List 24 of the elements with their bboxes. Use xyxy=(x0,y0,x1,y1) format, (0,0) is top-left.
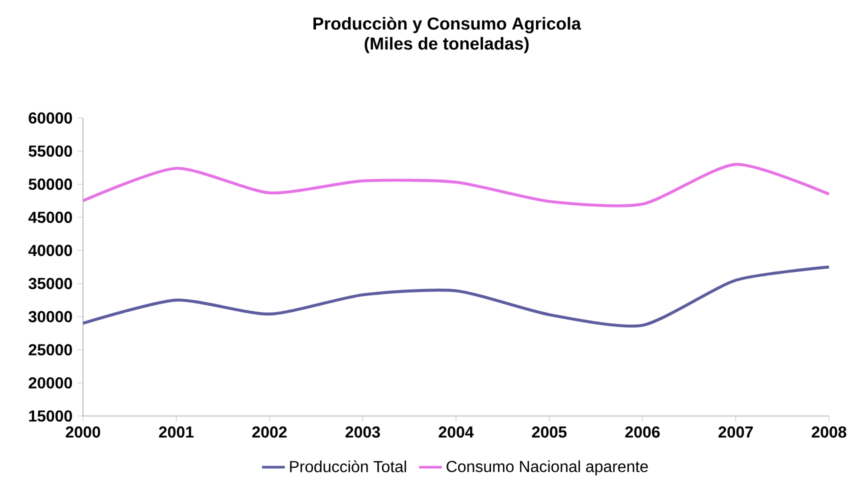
y-tick-label: 15000 xyxy=(29,410,72,422)
y-tick-label: 60000 xyxy=(28,112,72,124)
x-tick-label: 2006 xyxy=(625,426,660,438)
y-tick-label: 50000 xyxy=(28,178,72,190)
y-tick-label: 45000 xyxy=(28,212,72,223)
legend-label: Consumo Nacional aparente xyxy=(446,460,648,476)
legend-label: Producciòn Total xyxy=(290,460,406,472)
y-tick-label: 20000 xyxy=(28,377,72,389)
x-tick-label: 2003 xyxy=(346,426,380,438)
chart-title: Producciòn y Consumo Agricola xyxy=(313,16,582,34)
y-tick-label: 40000 xyxy=(28,244,72,256)
x-tick-label: 2001 xyxy=(159,426,194,438)
chart-subtitle: (Miles de toneladas) xyxy=(364,36,529,54)
x-tick-label: 2008 xyxy=(812,426,846,438)
x-tick-label: 2007 xyxy=(718,426,753,438)
x-tick-label: 2005 xyxy=(532,426,567,438)
y-tick-label: 35000 xyxy=(28,278,72,290)
y-tick-label: 30000 xyxy=(28,310,72,322)
line-series xyxy=(82,266,830,328)
y-tick-label: 55000 xyxy=(28,145,72,157)
x-tick-label: 2000 xyxy=(66,426,100,438)
x-tick-label: 2004 xyxy=(438,426,474,438)
x-tick-label: 2002 xyxy=(252,426,287,438)
y-tick-label: 25000 xyxy=(28,344,72,356)
